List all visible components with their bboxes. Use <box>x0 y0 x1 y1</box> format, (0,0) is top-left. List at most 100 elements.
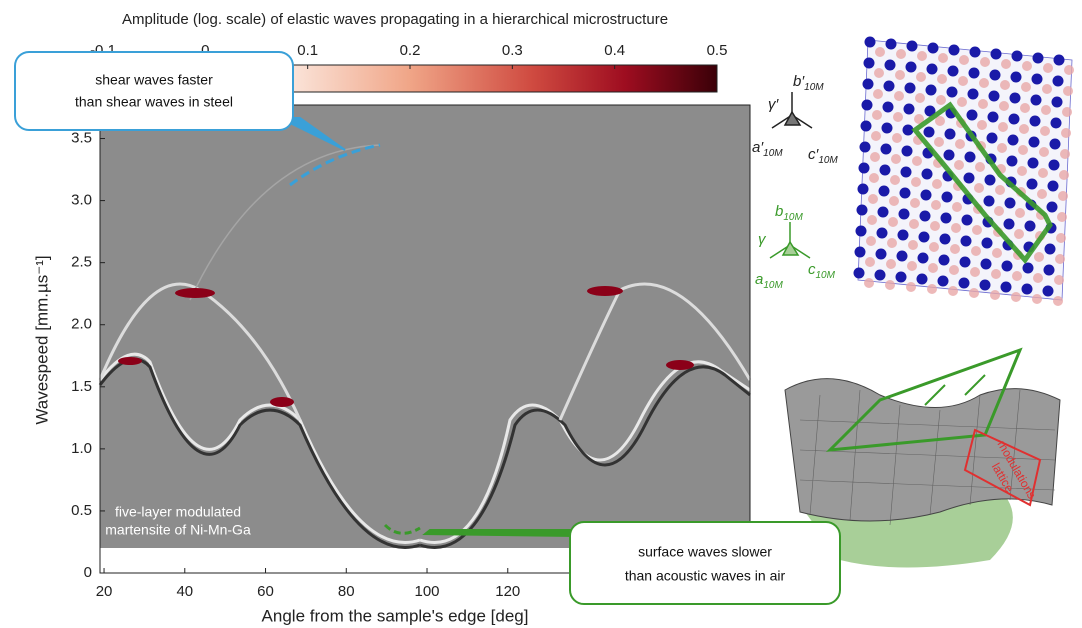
atom-light <box>1060 149 1070 159</box>
atom <box>1027 157 1039 169</box>
atom-light <box>1017 166 1027 176</box>
atom-light <box>1020 103 1030 113</box>
axis-label: b10M <box>775 203 803 223</box>
colorbar-tick-label: 0 <box>201 42 209 59</box>
atom <box>853 267 865 279</box>
atom-light <box>952 202 962 212</box>
atom-light <box>990 290 1000 300</box>
atom-light <box>1011 292 1021 302</box>
y-tick-label: 0.5 <box>71 502 92 519</box>
atom-light <box>1014 229 1024 239</box>
atom <box>1049 138 1061 150</box>
atom <box>927 42 939 54</box>
atom-light <box>935 116 945 126</box>
atom-light <box>927 284 937 294</box>
atom <box>986 132 998 144</box>
atom <box>916 273 928 285</box>
atom <box>895 271 907 283</box>
atom-light <box>997 143 1007 153</box>
atom <box>940 212 952 224</box>
atom <box>979 279 991 291</box>
atom <box>926 63 938 75</box>
atom-light <box>934 137 944 147</box>
atom <box>980 258 992 270</box>
atom <box>1050 117 1062 129</box>
atom-light <box>950 244 960 254</box>
atom <box>924 105 936 117</box>
atom <box>906 40 918 52</box>
colorbar-tick-label: 0.4 <box>604 42 625 59</box>
y-tick-label: 3.0 <box>71 192 92 209</box>
axis-label: b′10M <box>793 73 824 93</box>
atom <box>1010 71 1022 83</box>
atom <box>917 252 929 264</box>
atom-light <box>914 114 924 124</box>
atom-light <box>911 177 921 187</box>
atom-light <box>907 261 917 271</box>
atom-light <box>892 133 902 143</box>
atom <box>862 78 874 90</box>
atom <box>884 59 896 71</box>
atom <box>1004 197 1016 209</box>
atom <box>857 183 869 195</box>
atom-light <box>1042 84 1052 94</box>
atom-light <box>1033 273 1043 283</box>
colorbar-tick-label: 0.5 <box>707 42 728 59</box>
atom <box>984 174 996 186</box>
atom <box>1044 243 1056 255</box>
atom-light <box>995 185 1005 195</box>
atom-light <box>932 179 942 189</box>
orientation-primed <box>771 92 813 129</box>
atom <box>938 254 950 266</box>
atom <box>900 166 912 178</box>
atom-light <box>978 99 988 109</box>
atom-light <box>1037 189 1047 199</box>
atom <box>854 246 866 258</box>
atom-light <box>958 76 968 86</box>
atom-light <box>931 200 941 210</box>
atom-light <box>872 110 882 120</box>
atom <box>1046 201 1058 213</box>
atom-light <box>949 265 959 275</box>
atom-light <box>864 278 874 288</box>
annotation: than acoustic waves in air <box>625 568 786 584</box>
heatmap: five-layer modulated martensite of Ni-Mn… <box>98 105 752 549</box>
x-tick-label: 60 <box>257 583 274 600</box>
atom <box>1029 115 1041 127</box>
atom <box>901 145 913 157</box>
atom <box>988 90 1000 102</box>
atom <box>1047 180 1059 192</box>
atom <box>882 101 894 113</box>
atom <box>885 38 897 50</box>
atom <box>902 124 914 136</box>
atom <box>918 231 930 243</box>
atom-light <box>906 282 916 292</box>
y-tick-label: 2.5 <box>71 254 92 271</box>
angle-label: γ <box>758 231 767 248</box>
atom <box>963 172 975 184</box>
atom <box>1028 136 1040 148</box>
plot-frame <box>99 104 751 574</box>
atom-light <box>1015 208 1025 218</box>
atom <box>896 250 908 262</box>
atom-light <box>951 223 961 233</box>
atom-light <box>979 78 989 88</box>
atom-light <box>1056 233 1066 243</box>
atom-light <box>1059 170 1069 180</box>
atom-light <box>1043 63 1053 73</box>
atom <box>858 162 870 174</box>
atom <box>1022 262 1034 274</box>
surface-diagram: lattice modulations <box>784 347 1061 568</box>
atom-light <box>909 219 919 229</box>
x-tick-label: 120 <box>495 583 520 600</box>
axis-label-main: b′ <box>793 73 805 90</box>
atom <box>1003 218 1015 230</box>
atom-light <box>1022 61 1032 71</box>
atom <box>1008 113 1020 125</box>
atom-light <box>999 101 1009 111</box>
atom-light <box>930 221 940 231</box>
atom-light <box>890 175 900 185</box>
lattice-diagram <box>853 36 1074 306</box>
atom <box>855 225 867 237</box>
